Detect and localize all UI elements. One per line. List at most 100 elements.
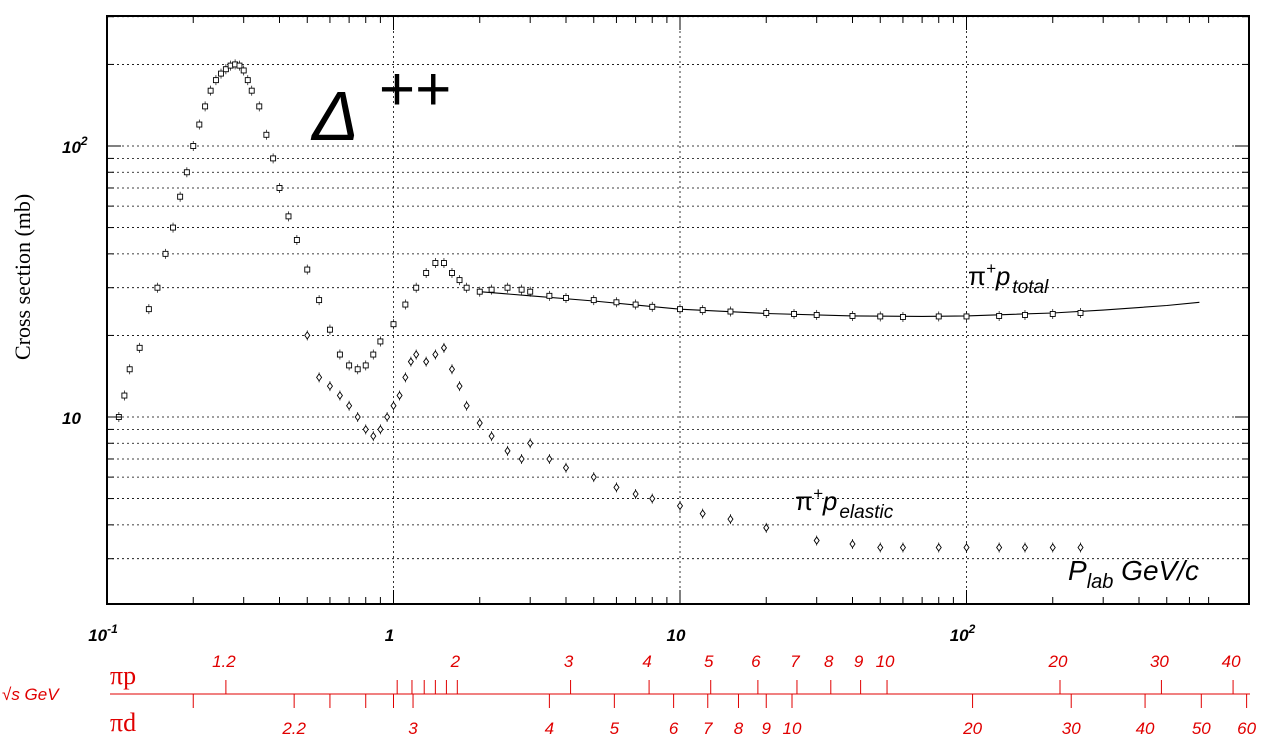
total-point [263,131,270,138]
total-label-mid: p [995,261,1010,291]
total-point [276,185,283,191]
pi-p-tick-label: 40 [1222,652,1241,671]
total-point [326,326,333,333]
total-label-base: π [968,261,986,291]
elastic-point [390,401,397,411]
fit-curve [479,291,1200,317]
x-tick-label: 10 [667,626,686,645]
total-point [154,284,161,291]
total-point [441,260,447,266]
y-tick-label-exp: 2 [80,134,88,148]
elastic-point [546,454,553,464]
total-point [727,308,734,315]
total-point [304,266,311,273]
elastic-point [935,543,942,552]
pi-d-tick-label: 2.2 [281,719,306,738]
total-point [527,288,534,295]
elastic-point [346,401,353,411]
elastic-point [336,391,343,400]
y-tick-label-base: 10 [62,409,81,428]
total-point [996,312,1003,319]
elastic-point [899,543,906,552]
total-label-sub: total [1012,277,1049,298]
pi-d-tick-label: 10 [783,719,802,738]
elastic-point [632,489,639,499]
total-point [316,297,323,304]
total-point [236,62,243,69]
total-point [121,392,128,399]
elastic-point [813,536,820,545]
total-point [377,338,384,345]
pi-p-tick-label: 5 [704,652,714,671]
total-point [1022,311,1028,318]
elastic-point [448,365,456,374]
total-point [590,297,597,304]
total-point [935,313,942,320]
total-point [202,103,209,110]
elastic-label-sub: elastic [839,502,893,523]
grid-lines [107,16,1249,604]
elastic-point [440,343,448,353]
plab-sub: lab [1087,571,1114,593]
total-point [1049,311,1056,317]
pi-p-tick-label: 7 [790,652,800,671]
delta-annotation: Δ ++ [310,55,450,155]
total-point [370,351,377,358]
pi-p-tick-label: 10 [876,652,895,671]
y-tick-label: 10 [62,409,81,428]
elastic-point [590,472,597,482]
elastic-point [562,463,570,472]
elastic-point [402,373,409,382]
total-point [476,288,483,295]
elastic-point [377,425,384,434]
total-point [449,270,455,276]
plab-main: P [1068,555,1087,586]
elastic-point [518,454,525,464]
total-point [563,294,569,301]
plab-rest: GeV/c [1113,555,1199,586]
pi-d-tick-label: 60 [1237,719,1256,738]
total-point [432,260,439,266]
total-point [177,193,184,200]
elastic-label-sup: + [813,484,823,503]
total-point [170,224,176,231]
total-point [346,362,353,369]
total-point [354,366,361,373]
pi-p-tick-label: 6 [751,652,761,671]
pi-d-tick-label: 7 [703,719,713,738]
pi-d-tick-label: 6 [669,719,679,738]
total-point [791,311,797,317]
pi-d-tick-label: 8 [734,719,744,738]
total-point [336,351,343,358]
elastic-point [423,357,430,366]
elastic-point [649,494,656,503]
elastic-point [849,539,856,549]
sqrt-s-axis: √s GeV πp πd 1.2 2 3 4 5 6 7 8 9 10 20 30 402.2 3 4 5 6 7… [2,652,1257,738]
elastic-point [1021,543,1029,552]
total-point [699,307,706,314]
total-point [212,77,219,84]
total-point [256,103,263,110]
y-tick-label: 102 [62,134,88,157]
pi-d-tick-label: 20 [962,719,982,738]
total-label-sup: + [986,259,996,278]
pi-d-tick-label: 5 [610,719,620,738]
x-tick-label-base: 10 [88,626,107,645]
elastic-point [963,543,970,552]
total-point [899,313,906,320]
pi-d-tick-label: 30 [1062,719,1081,738]
elastic-point [407,357,414,366]
elastic-point [326,381,333,391]
total-point [285,213,292,220]
frame-ticks [106,16,1249,604]
elastic-point [613,483,620,492]
pi-p-tick-label: 8 [824,652,834,671]
x-tick-labels: 10-1 1 10 102 [88,622,975,645]
elastic-point [316,373,323,382]
total-fit-line [479,291,1200,317]
y-tick-labels: 10 102 [62,134,88,428]
elastic-label: π+p elastic [795,484,894,523]
pi-p-tick-label: 9 [854,652,864,671]
elastic-point [1049,543,1056,552]
total-point [248,87,255,94]
